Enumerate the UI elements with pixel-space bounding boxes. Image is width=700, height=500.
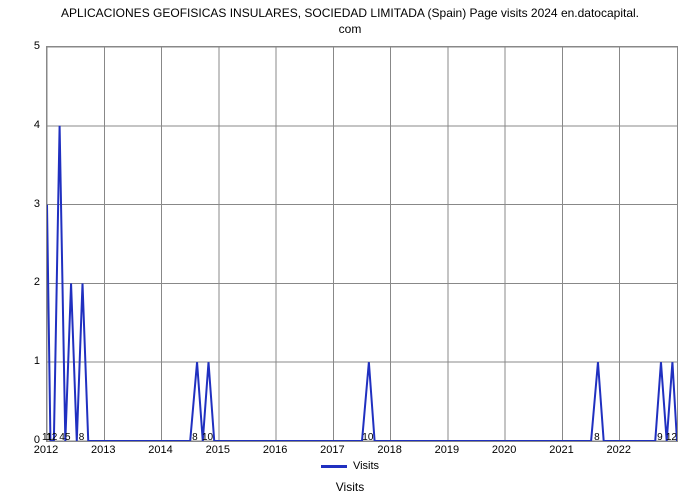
x-tick: 2015 [206, 444, 230, 456]
title-line-1: APLICACIONES GEOFISICAS INSULARES, SOCIE… [61, 6, 639, 20]
y-tick: 3 [34, 198, 40, 210]
data-label: 10 [362, 432, 373, 443]
data-label: 4 [59, 432, 65, 443]
data-label: 12 [666, 432, 677, 443]
y-tick: 5 [34, 40, 40, 52]
plot-svg [47, 47, 677, 441]
y-tick: 4 [34, 119, 40, 131]
data-label: 12 [46, 432, 57, 443]
data-label: 10 [202, 432, 213, 443]
x-tick: 2017 [320, 444, 344, 456]
data-label: 8 [594, 432, 600, 443]
x-tick: 2016 [263, 444, 287, 456]
data-label: 8 [79, 432, 85, 443]
chart-title: APLICACIONES GEOFISICAS INSULARES, SOCIE… [0, 6, 700, 37]
x-tick: 2014 [148, 444, 172, 456]
chart-container: APLICACIONES GEOFISICAS INSULARES, SOCIE… [0, 0, 700, 500]
plot-area [46, 46, 678, 442]
x-tick: 2021 [549, 444, 573, 456]
legend-swatch [321, 465, 347, 468]
x-tick: 2012 [34, 444, 58, 456]
title-line-2: com [339, 22, 362, 36]
x-tick: 2013 [91, 444, 115, 456]
data-label: 8 [192, 432, 198, 443]
gridlines [47, 47, 677, 441]
y-tick: 2 [34, 276, 40, 288]
x-tick: 2022 [606, 444, 630, 456]
x-tick: 2018 [377, 444, 401, 456]
x-tick: 2019 [435, 444, 459, 456]
y-tick: 1 [34, 355, 40, 367]
x-tick: 2020 [492, 444, 516, 456]
legend-text: Visits [353, 460, 379, 472]
data-label: 5 [65, 432, 71, 443]
data-label: 9 [657, 432, 663, 443]
legend: Visits [0, 460, 700, 472]
x-axis-label: Visits [0, 480, 700, 494]
